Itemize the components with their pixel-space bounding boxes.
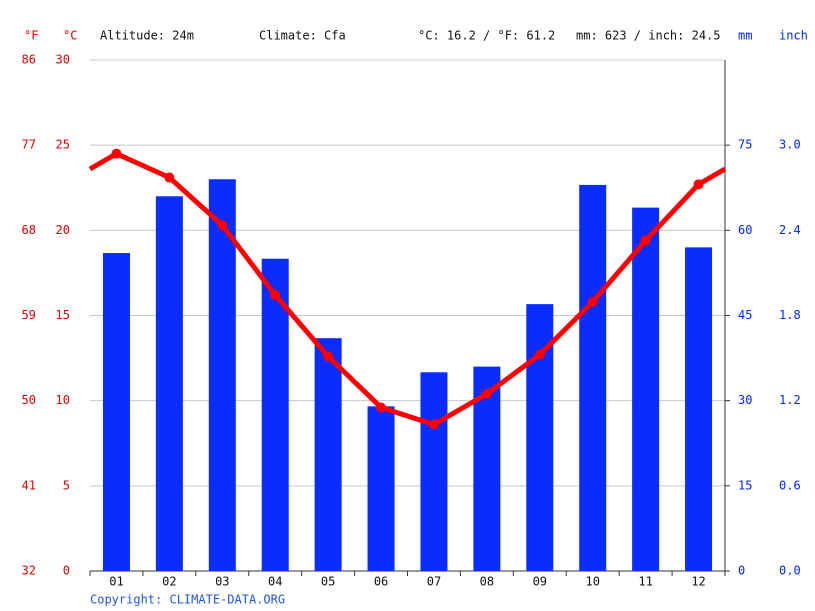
temp-point	[428, 419, 439, 430]
line-edge	[697, 166, 727, 187]
temp-point	[587, 296, 598, 307]
altitude: Altitude: 24m	[100, 29, 194, 43]
copyright: Copyright: CLIMATE-DATA.ORG	[90, 593, 285, 607]
y2-tick-label-inch: 1.8	[779, 308, 801, 322]
y2-tick-label: 45	[738, 308, 752, 322]
y2-tick-label-inch: 2.4	[779, 223, 801, 237]
x-tick-label: 07	[427, 575, 441, 589]
y-tick-label-f: 86	[22, 53, 36, 67]
x-tick-label: 04	[268, 575, 282, 589]
y2-tick-label: 60	[738, 223, 752, 237]
x-tick-label: 10	[585, 575, 599, 589]
x-tick-label: 11	[638, 575, 652, 589]
y2-tick-label-inch: 1.2	[779, 393, 801, 407]
y-tick-label-f: 59	[22, 308, 36, 322]
bar	[314, 338, 342, 571]
temp-point	[693, 179, 704, 190]
y2-tick-label: 30	[738, 393, 752, 407]
x-tick-label: 09	[533, 575, 547, 589]
bar	[632, 207, 660, 571]
bar	[420, 372, 448, 571]
y-tick-label: 0	[63, 564, 70, 578]
x-tick-label: 05	[321, 575, 335, 589]
bar	[367, 406, 395, 571]
precip-summary: mm: 623 / inch: 24.5	[576, 29, 721, 43]
y-tick-label: 20	[56, 223, 70, 237]
temp-point	[376, 402, 387, 413]
unit-f: °F	[24, 29, 38, 43]
bar	[685, 247, 713, 571]
y-tick-label-f: 50	[22, 393, 36, 407]
climate: Climate: Cfa	[259, 29, 346, 43]
y-tick-label: 10	[56, 393, 70, 407]
bar	[155, 196, 183, 571]
x-tick-label: 01	[109, 575, 123, 589]
temp-point	[164, 172, 175, 183]
temp-line	[115, 151, 701, 428]
y-tick-label: 15	[56, 308, 70, 322]
y-tick-label-f: 41	[22, 478, 36, 492]
y-tick-label: 30	[56, 53, 70, 67]
x-tick-label: 12	[691, 575, 705, 589]
y2-tick-label: 0	[738, 564, 745, 578]
y2-tick-label-inch: 3.0	[779, 138, 801, 152]
x-tick-label: 02	[162, 575, 176, 589]
x-tick-label: 03	[215, 575, 229, 589]
unit-mm: mm	[738, 29, 752, 43]
temp-point	[111, 148, 122, 159]
y2-tick-label: 15	[738, 478, 752, 492]
unit-inch: inch	[779, 29, 808, 43]
temp-point	[640, 235, 651, 246]
temp-point	[323, 351, 334, 362]
y-tick-label-f: 77	[22, 138, 36, 152]
y-tick-label-f: 32	[22, 564, 36, 578]
y2-tick-label: 75	[738, 138, 752, 152]
temp-point	[481, 388, 492, 399]
line-edge	[88, 151, 118, 172]
x-tick-label: 06	[374, 575, 388, 589]
y-tick-label-f: 68	[22, 223, 36, 237]
unit-c: °C	[63, 29, 77, 43]
temp-point	[534, 349, 545, 360]
bar	[579, 184, 607, 571]
temp-point	[270, 290, 281, 301]
x-tick-label: 08	[480, 575, 494, 589]
bar	[102, 253, 130, 572]
y-tick-label: 5	[63, 478, 70, 492]
y-tick-label: 25	[56, 138, 70, 152]
bar	[208, 179, 236, 571]
temp-point	[217, 220, 228, 231]
bar	[261, 258, 289, 571]
y2-tick-label-inch: 0.0	[779, 564, 801, 578]
y2-tick-label-inch: 0.6	[779, 478, 801, 492]
temp-summary: °C: 16.2 / °F: 61.2	[418, 29, 555, 43]
